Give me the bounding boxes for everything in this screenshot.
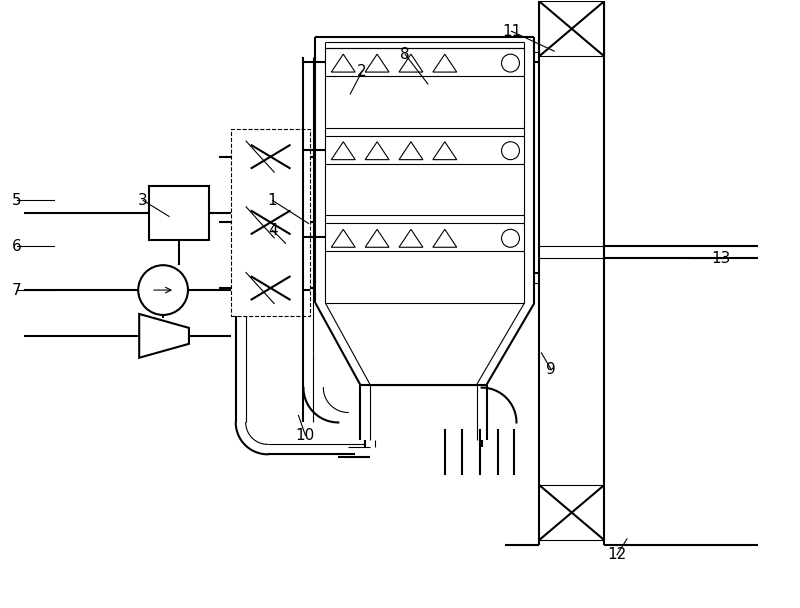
- Text: 5: 5: [12, 193, 22, 208]
- Text: 6: 6: [12, 239, 22, 254]
- Text: 10: 10: [296, 428, 315, 443]
- Text: 11: 11: [502, 24, 521, 39]
- Text: 2: 2: [358, 64, 367, 78]
- Bar: [326, 76, 525, 128]
- Text: 3: 3: [138, 193, 148, 208]
- Bar: [326, 251, 525, 303]
- Text: 9: 9: [546, 362, 556, 377]
- Text: 4: 4: [268, 223, 278, 238]
- Bar: [326, 164, 525, 215]
- Bar: [149, 185, 209, 240]
- Text: 13: 13: [711, 250, 730, 266]
- Text: 12: 12: [607, 547, 626, 562]
- Text: 8: 8: [400, 47, 410, 61]
- Text: 1: 1: [268, 193, 278, 208]
- Bar: [230, 129, 310, 316]
- Text: 7: 7: [12, 283, 22, 297]
